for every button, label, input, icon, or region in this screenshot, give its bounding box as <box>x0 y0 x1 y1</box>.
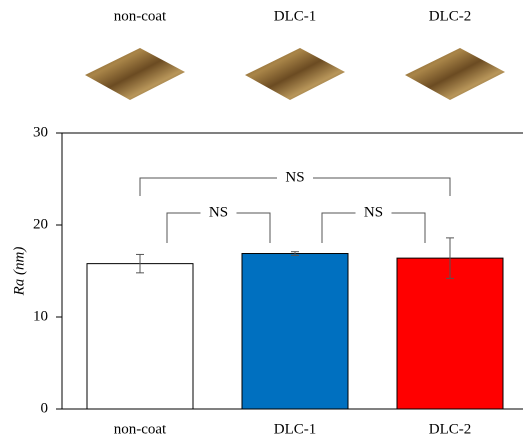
bracket <box>237 213 271 243</box>
surface-image <box>245 48 345 100</box>
bracket <box>140 178 277 196</box>
significance-label: NS <box>364 204 383 220</box>
x-tick-label: DLC-1 <box>274 421 317 437</box>
bracket <box>313 178 450 196</box>
x-tick-label: DLC-2 <box>429 421 472 437</box>
significance-label: NS <box>285 169 304 185</box>
inset-label: non-coat <box>114 8 167 24</box>
y-tick-label: 0 <box>41 400 49 416</box>
y-axis-label: Ra (nm) <box>11 247 27 297</box>
y-tick-label: 20 <box>33 216 48 232</box>
significance-label: NS <box>209 204 228 220</box>
bracket <box>392 213 426 243</box>
surface-image <box>405 48 505 100</box>
bar <box>242 254 348 409</box>
bracket <box>322 213 356 243</box>
bar <box>87 264 193 409</box>
y-tick-label: 30 <box>33 124 48 140</box>
y-tick-label: 10 <box>33 308 48 324</box>
surface-images <box>85 48 505 100</box>
inset-label: DLC-1 <box>274 8 317 24</box>
bracket <box>167 213 201 243</box>
bar <box>397 258 503 409</box>
surface-image <box>85 48 185 100</box>
inset-label: DLC-2 <box>429 8 472 24</box>
chart: Ra (nm) non-coat DLC-1 DLC-2 0 10 20 30 non-coa… <box>0 0 523 439</box>
x-tick-label: non-coat <box>114 421 167 437</box>
